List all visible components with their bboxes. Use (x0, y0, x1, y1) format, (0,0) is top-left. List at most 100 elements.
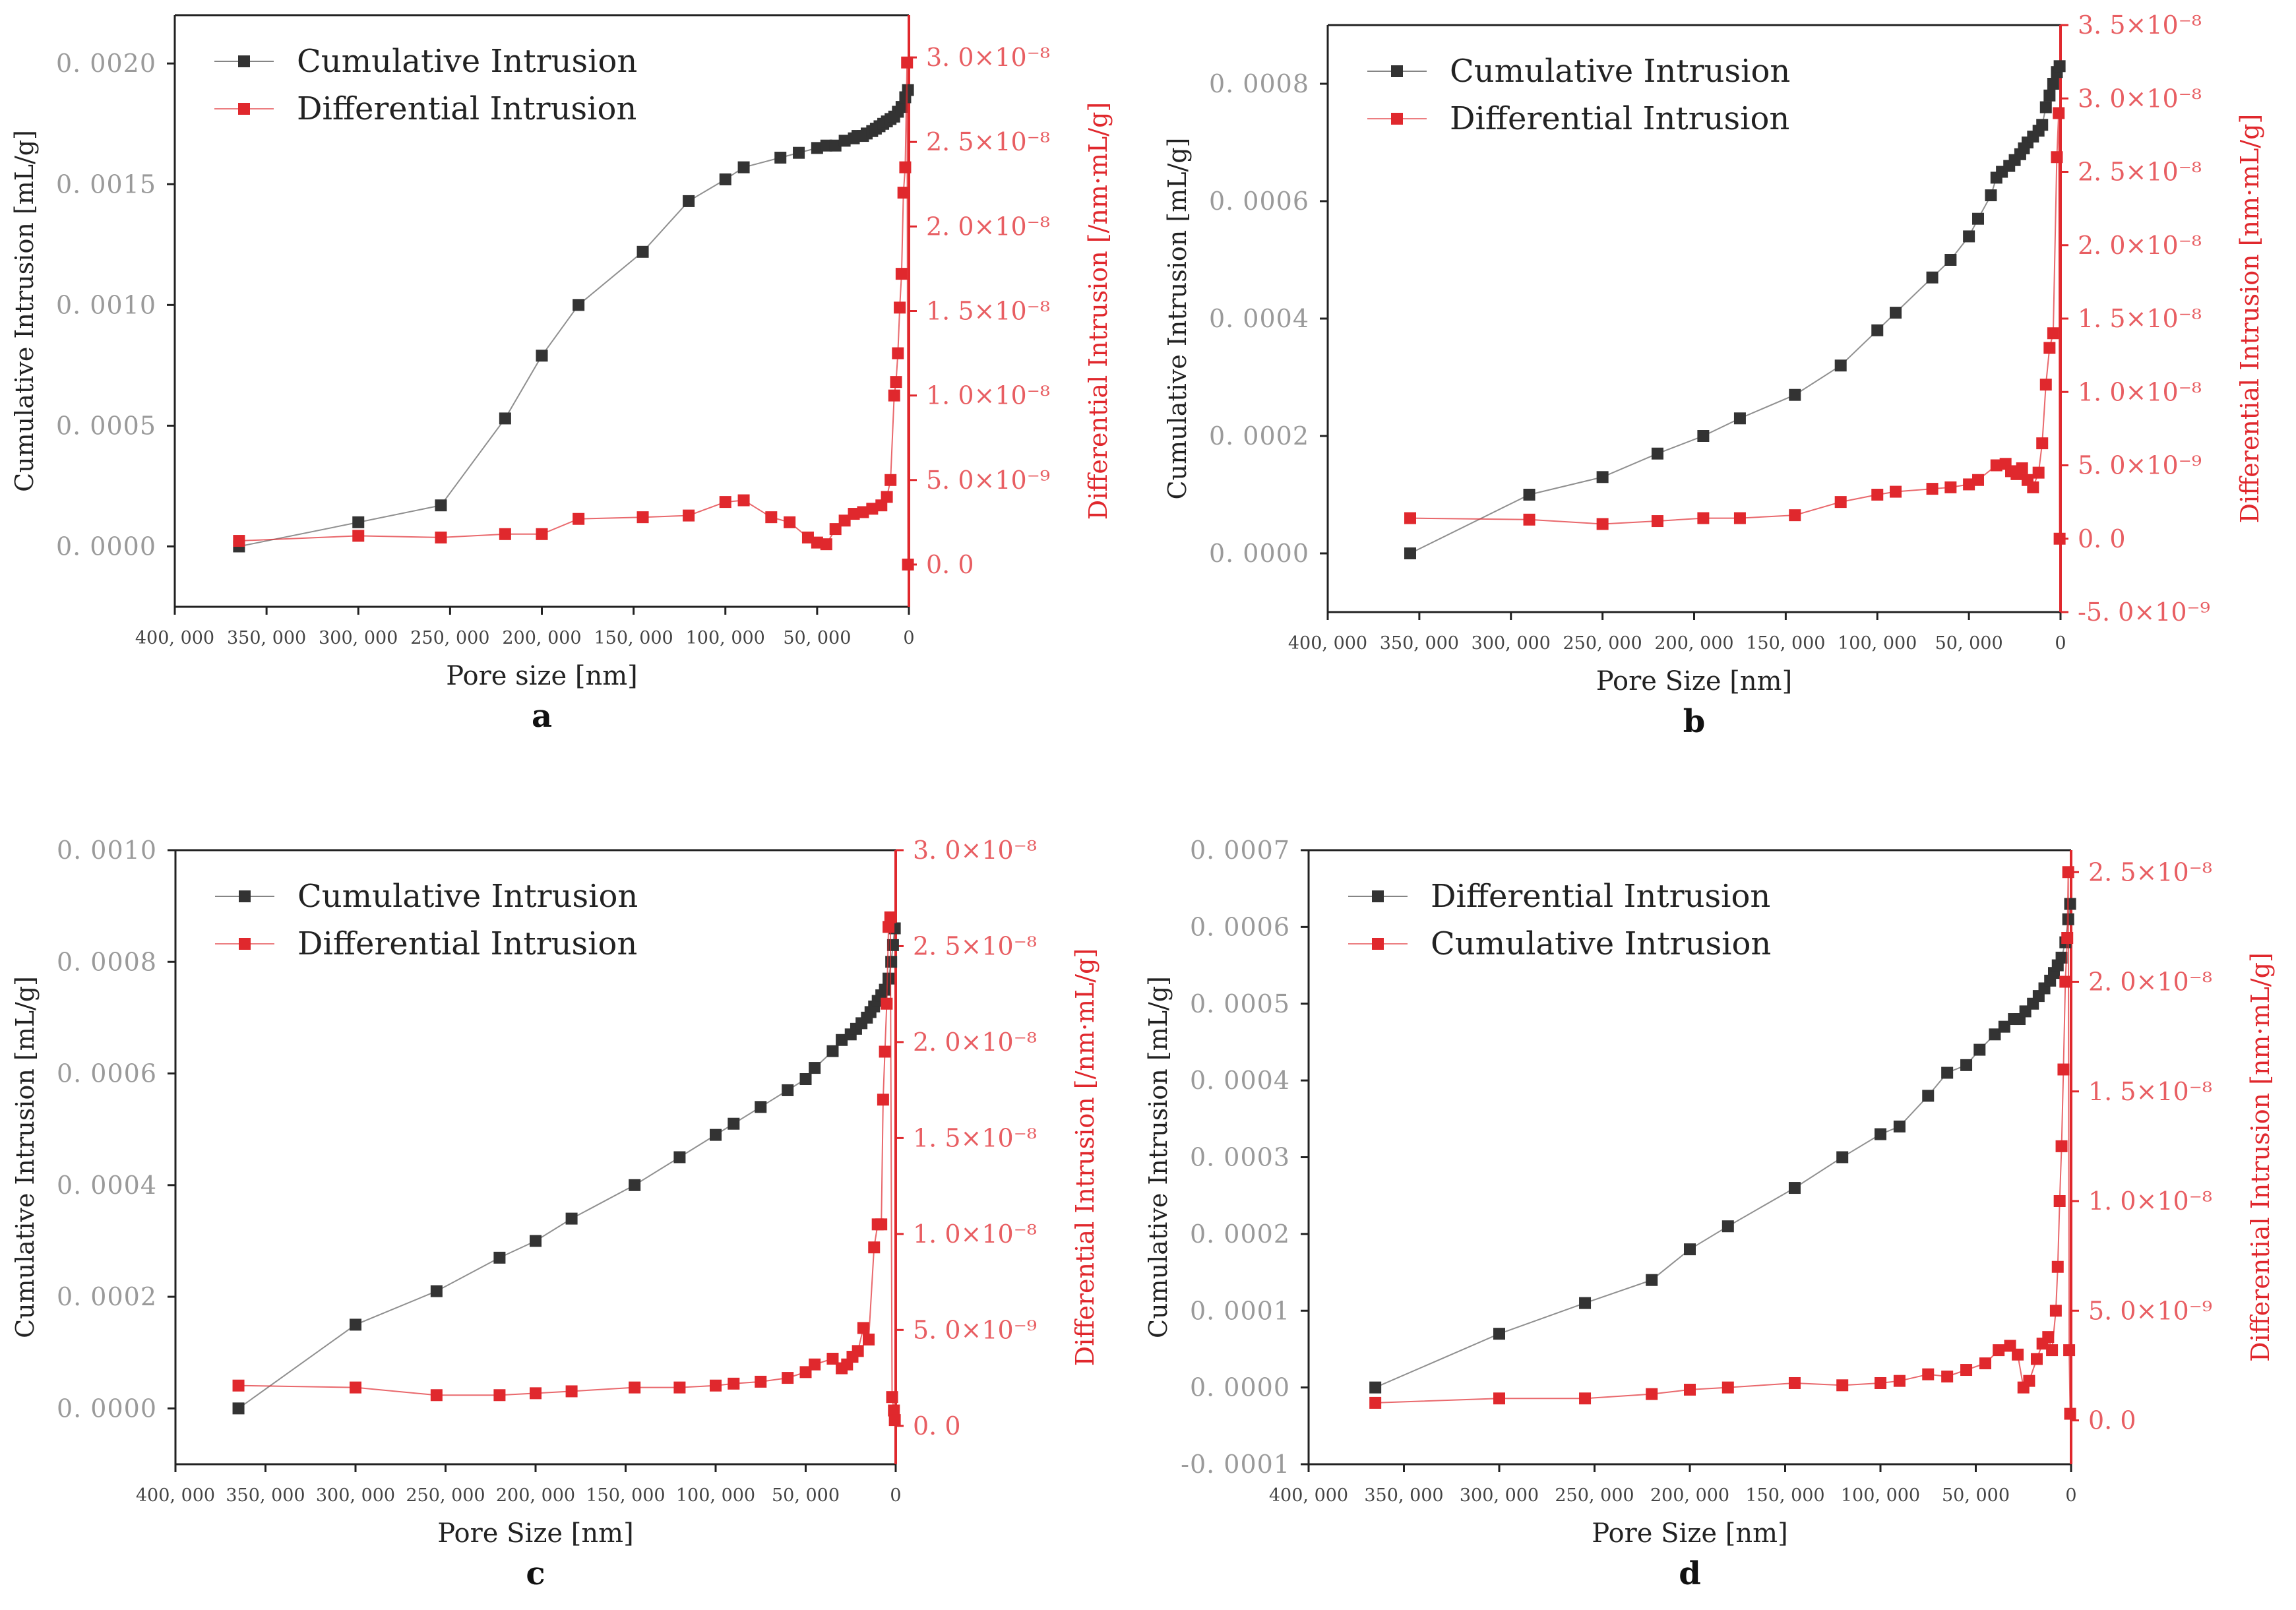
y-right-tick-label: 0. 0 (2078, 524, 2126, 553)
y-left-tick-label: 0. 0005 (1190, 989, 1290, 1018)
data-point-red (890, 376, 902, 388)
data-point-red (2016, 462, 2028, 474)
data-point-red (1926, 483, 1939, 495)
x-axis-title: Pore size [nm] (446, 661, 638, 691)
x-tick-label: 200, 000 (502, 628, 581, 648)
data-point-dark (799, 1073, 812, 1086)
data-point-dark (1926, 271, 1939, 284)
data-point-red (901, 56, 914, 69)
data-point-red (895, 268, 908, 280)
x-tick-label: 400, 000 (136, 1485, 215, 1506)
legend-entry-label: Cumulative Intrusion (1431, 925, 1771, 962)
data-point-red (894, 301, 906, 314)
data-point-dark (1941, 1067, 1954, 1079)
data-point-dark (895, 101, 908, 113)
data-point-dark (1890, 307, 1902, 319)
data-point-dark (2064, 898, 2076, 910)
data-point-red (2059, 975, 2072, 988)
data-point-red (1979, 1357, 1991, 1370)
y-left-tick-label: 0. 0007 (1190, 836, 1290, 865)
legend-entry-label: Differential Intrusion (297, 90, 636, 127)
x-tick-label: 350, 000 (227, 628, 306, 648)
data-point-red (884, 911, 896, 923)
data-point-red (2062, 866, 2074, 879)
legend-entry-label: Differential Intrusion (1431, 878, 1770, 915)
data-point-red (857, 506, 869, 518)
data-point-dark (1960, 1059, 1973, 1071)
x-tick-label: 250, 000 (1555, 1485, 1634, 1506)
data-point-dark (2036, 119, 2049, 131)
data-point-red (2032, 466, 2045, 479)
data-point-red (1941, 1371, 1954, 1382)
data-point-red (2023, 1375, 2035, 1387)
y-left-tick-label: 0. 0005 (56, 411, 156, 440)
data-point-red (829, 523, 842, 536)
data-point-red (838, 514, 851, 527)
y-left-tick-label: 0. 0000 (57, 1394, 157, 1423)
y-right-tick-label: 3. 0×10⁻⁸ (926, 43, 1050, 72)
y-right-tick-label: 5. 0×10⁻⁹ (926, 466, 1050, 495)
data-point-red (493, 1389, 506, 1402)
y-right-tick-label: 0. 0 (913, 1411, 961, 1440)
y-left-tick-label: 0. 0008 (1209, 69, 1309, 98)
data-point-red (2055, 1140, 2068, 1152)
y-right-tick-label: 3. 5×10⁻⁸ (2078, 11, 2202, 40)
data-point-red (857, 1322, 869, 1334)
x-tick-label: 150, 000 (1745, 1485, 1824, 1506)
data-point-dark (1596, 471, 1609, 483)
x-tick-label: 350, 000 (1380, 633, 1459, 654)
y-right-tick-label: 2. 0×10⁻⁸ (2078, 231, 2202, 260)
data-point-red (886, 1391, 898, 1404)
data-point-red (2064, 1408, 2076, 1420)
data-point-dark (499, 412, 511, 425)
data-point-red (1789, 509, 1801, 522)
data-point-red (877, 1094, 889, 1106)
data-point-dark (1836, 1151, 1849, 1163)
data-point-red (2053, 107, 2065, 119)
x-tick-label: 400, 000 (135, 628, 214, 648)
data-point-red (1493, 1392, 1505, 1405)
data-point-dark (719, 173, 731, 185)
data-point-red (888, 389, 900, 402)
data-point-dark (430, 1285, 443, 1297)
data-point-dark (1646, 1274, 1658, 1286)
y-left-tick-label: 0. 0010 (57, 836, 157, 865)
x-tick-label: 50, 000 (1942, 1485, 2010, 1506)
data-point-red (233, 535, 245, 547)
data-point-dark (2039, 101, 2052, 113)
y-left-tick-label: 0. 0008 (57, 947, 157, 976)
data-point-dark (2047, 78, 2059, 90)
x-axis-title: Pore Size [nm] (1596, 666, 1792, 697)
data-point-red (1944, 481, 1957, 493)
y-right-tick-label: 2. 0×10⁻⁸ (2088, 968, 2212, 997)
data-point-dark (1998, 1020, 2010, 1033)
panel-label: c (526, 1555, 545, 1592)
data-point-red (1722, 1381, 1734, 1394)
data-point-red (352, 530, 365, 542)
data-point-dark (1972, 212, 1985, 225)
data-point-dark (1973, 1043, 1986, 1056)
data-point-red (2061, 932, 2074, 944)
x-tick-label: 300, 000 (1472, 633, 1551, 654)
data-point-red (884, 474, 897, 486)
x-tick-label: 0 (903, 628, 914, 648)
data-point-dark (710, 1129, 722, 1141)
y-left-axis-title: Cumulative Intrusion [mL/g] (1163, 138, 1192, 500)
data-point-red (866, 503, 879, 515)
data-point-red (2043, 342, 2056, 354)
data-point-red (1369, 1396, 1382, 1409)
data-point-dark (1871, 324, 1884, 336)
data-point-dark (530, 1235, 542, 1247)
legend-swatch-marker (238, 55, 250, 67)
chart-panel-b: 400, 000 350, 000 300, 000 250, 000 200, 000… (1163, 11, 2264, 740)
y-left-tick-label: 0. 0015 (56, 170, 156, 199)
y-left-tick-label: 0. 0004 (1209, 304, 1309, 333)
x-tick-label: 200, 000 (1650, 1485, 1729, 1506)
data-point-red (2046, 1344, 2059, 1357)
data-point-red (848, 508, 860, 520)
data-point-red (888, 1404, 900, 1417)
data-point-red (1651, 515, 1663, 528)
y-left-tick-label: 0. 0020 (56, 49, 156, 78)
data-point-dark (838, 135, 851, 147)
data-point-red (1684, 1383, 1696, 1396)
